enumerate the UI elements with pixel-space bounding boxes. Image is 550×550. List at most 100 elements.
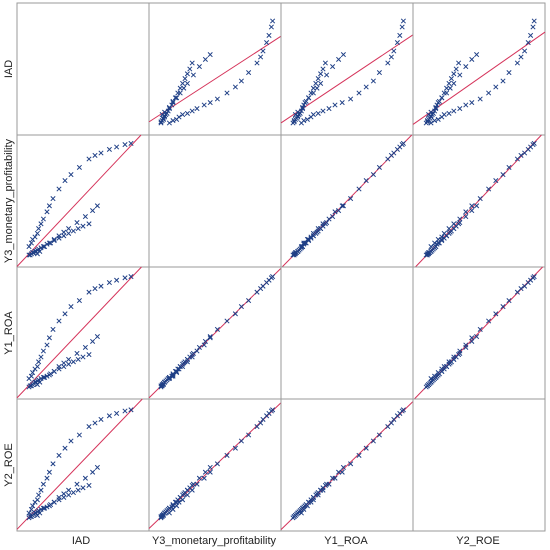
data-point (94, 334, 100, 340)
data-point (388, 54, 394, 60)
data-point (86, 482, 92, 488)
data-point (303, 98, 309, 104)
data-point (80, 354, 86, 360)
data-point (348, 196, 354, 202)
data-point (356, 186, 362, 192)
data-point (76, 298, 82, 304)
data-point (370, 78, 376, 84)
cell-border (280, 266, 414, 400)
data-point (399, 24, 405, 30)
data-point (320, 108, 326, 114)
data-point (477, 196, 483, 202)
data-point (363, 84, 369, 90)
data-point (38, 221, 44, 227)
data-point (194, 106, 200, 112)
data-point (56, 318, 62, 324)
col-label-4: Y2_ROE (456, 535, 499, 547)
data-point (201, 342, 207, 348)
data-point (40, 505, 46, 511)
cell-border (412, 398, 546, 532)
cell-border (280, 2, 414, 136)
data-point (34, 364, 40, 370)
data-point (313, 80, 319, 86)
data-point (92, 152, 98, 158)
cell-y1-roa-vs-y1-roa (280, 266, 414, 400)
data-point (463, 344, 469, 350)
data-point (315, 76, 321, 82)
data-point (318, 80, 324, 86)
data-point (385, 60, 391, 66)
data-point (189, 60, 195, 66)
data-point (506, 164, 512, 170)
data-point (451, 80, 457, 86)
data-point (40, 481, 46, 487)
data-point (182, 76, 188, 82)
data-point (122, 275, 128, 281)
data-point (531, 274, 537, 280)
data-point (66, 361, 72, 367)
data-point (28, 373, 34, 379)
data-point (246, 70, 252, 76)
data-point (332, 102, 338, 108)
data-point (196, 64, 202, 70)
data-point (70, 228, 76, 234)
data-point (114, 410, 120, 416)
data-point (66, 226, 72, 232)
data-point (400, 18, 406, 24)
data-point (463, 64, 469, 70)
data-point (76, 164, 82, 170)
data-point (518, 152, 524, 158)
data-point (68, 304, 74, 310)
data-point (301, 118, 307, 124)
data-point (469, 100, 475, 106)
data-point (66, 230, 72, 236)
data-point (486, 90, 492, 96)
cell-border (16, 2, 150, 136)
data-point (214, 461, 220, 467)
cell-y3-monetary-profitability-vs-y3-monetary-profitability (148, 134, 282, 268)
data-point (184, 71, 190, 77)
row-label-3: Y1_ROA (3, 311, 15, 355)
data-point (74, 220, 80, 226)
data-point (48, 371, 54, 377)
data-point (50, 461, 56, 467)
data-point (363, 178, 369, 184)
data-point (62, 445, 68, 451)
data-point (310, 112, 316, 118)
data-point (86, 352, 92, 358)
data-point (128, 140, 134, 146)
data-point (207, 335, 213, 341)
data-point (26, 510, 32, 516)
data-point (44, 241, 50, 247)
data-point (304, 116, 310, 122)
data-point (451, 71, 457, 77)
data-point (433, 106, 439, 112)
data-point (444, 85, 450, 91)
data-point (518, 286, 524, 292)
data-point (330, 64, 336, 70)
data-point (175, 90, 181, 96)
cell-iad-vs-iad (16, 2, 150, 136)
data-point (301, 102, 307, 108)
fit-line (16, 266, 142, 399)
data-point (56, 235, 62, 241)
row-label-2: Y3_monetary_profitability (3, 138, 15, 263)
data-point (189, 108, 195, 114)
data-point (224, 452, 230, 458)
cell-y2-roe-vs-y1-roa (280, 398, 414, 532)
cell-y1-roa-vs-y2-roe (412, 266, 546, 400)
data-point (75, 226, 81, 232)
data-point (187, 66, 193, 72)
data-point (189, 352, 195, 358)
data-point (202, 56, 208, 62)
data-point (48, 240, 54, 246)
data-point (207, 464, 213, 470)
data-point (166, 120, 172, 126)
cell-iad-vs-y2-roe (412, 2, 546, 136)
data-point (258, 54, 264, 60)
data-point (194, 348, 200, 354)
data-point (469, 203, 475, 209)
data-point (310, 85, 316, 91)
data-point (469, 338, 475, 344)
data-point (90, 338, 96, 344)
